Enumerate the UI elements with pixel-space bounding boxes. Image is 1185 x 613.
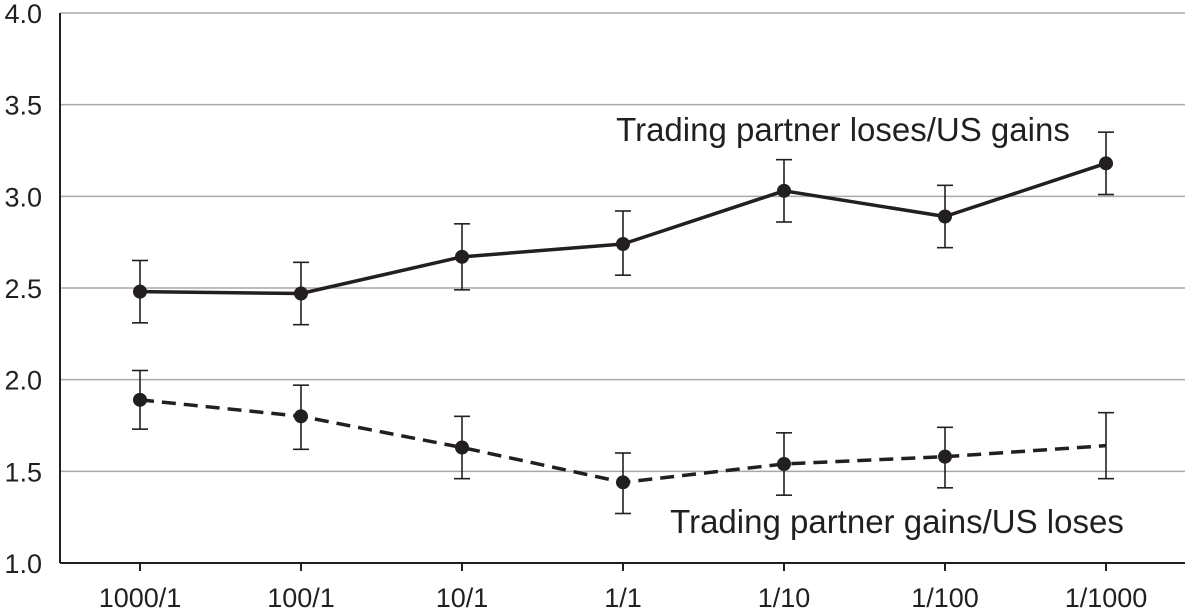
y-tick-label: 3.0 <box>4 182 42 212</box>
x-tick-label: 1000/1 <box>99 583 182 613</box>
data-point <box>133 284 147 299</box>
data-point <box>294 409 308 424</box>
data-point <box>938 449 952 464</box>
series <box>132 131 1114 515</box>
data-point <box>616 475 630 490</box>
data-point <box>455 249 469 264</box>
series-solid <box>132 131 1114 326</box>
annotation-upper-series: Trading partner loses/US gains <box>616 111 1070 148</box>
data-point <box>777 183 791 198</box>
x-tick-label: 1/1000 <box>1065 583 1148 613</box>
y-tick-label: 3.5 <box>4 91 42 121</box>
y-tick-label: 4.0 <box>4 0 42 29</box>
data-point <box>455 440 469 455</box>
data-point <box>938 209 952 224</box>
x-tick-label: 100/1 <box>267 583 335 613</box>
data-point <box>1099 156 1113 171</box>
y-tick-label: 1.5 <box>4 457 42 487</box>
annotation-lower-series: Trading partner gains/US loses <box>670 503 1124 540</box>
x-tick-label: 1/10 <box>758 583 811 613</box>
data-point <box>133 392 147 407</box>
grid-lines <box>60 12 1185 473</box>
axes <box>59 13 1185 571</box>
y-tick-label: 2.5 <box>4 274 42 304</box>
x-tick-label: 1/1 <box>604 583 642 613</box>
y-tick-label: 2.0 <box>4 366 42 396</box>
x-tick-label: 1/100 <box>911 583 979 613</box>
x-tick-label: 10/1 <box>436 583 489 613</box>
data-point <box>616 237 630 251</box>
series-dashed <box>132 369 1114 515</box>
data-point <box>294 286 308 301</box>
y-tick-labels: 1.0 1.5 2.0 2.5 3.0 3.5 4.0 <box>4 0 42 579</box>
y-tick-label: 1.0 <box>4 549 42 579</box>
data-point <box>777 457 791 471</box>
x-tick-labels: 1000/1 100/1 10/1 1/1 1/10 1/100 1/1000 <box>99 583 1148 613</box>
